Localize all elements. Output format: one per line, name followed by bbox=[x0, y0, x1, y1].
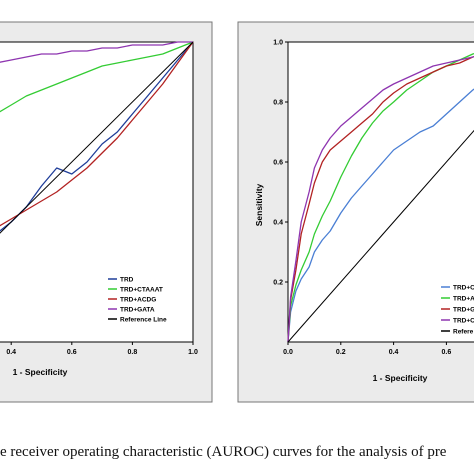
left-x-axis-label: 1 - Specificity bbox=[13, 367, 68, 377]
right-y-tick-label-3: 0.8 bbox=[273, 100, 283, 107]
left-legend-label-2: TRD+ACDG bbox=[120, 296, 156, 303]
left-series-line-1 bbox=[0, 41, 194, 113]
right-x-axis-label: 1 - Specificity bbox=[373, 373, 428, 383]
right-series-line-3 bbox=[287, 56, 474, 343]
roc-figure: 0.4 0.6 0.8 1.0 TRD TRD+CTAAAT TRD+ACDG TRD+GAT… bbox=[0, 21, 474, 403]
right-plot-area bbox=[287, 41, 474, 343]
right-x-tick-label-0: 0.0 bbox=[283, 349, 293, 356]
left-x-tick-label-1: 0.6 bbox=[67, 349, 77, 356]
left-plot-area bbox=[0, 41, 194, 343]
right-y-tick-label-1: 0.4 bbox=[273, 220, 283, 227]
right-plot-group: 0.0 0.2 0.4 0.6 0.2 0.4 0.6 0.8 1.0 TRD+C TRD+A TRD… bbox=[254, 40, 474, 383]
right-x-tick-label-2: 0.4 bbox=[389, 349, 399, 356]
right-x-tick-label-3: 0.6 bbox=[442, 349, 452, 356]
right-series-line-4 bbox=[287, 129, 474, 343]
left-legend-label-3: TRD+GATA bbox=[120, 306, 155, 313]
right-x-tick-label-1: 0.2 bbox=[336, 349, 346, 356]
right-series-line-2 bbox=[287, 56, 474, 343]
left-series-line-3 bbox=[0, 41, 193, 63]
right-y-tick-label-2: 0.6 bbox=[273, 160, 283, 167]
right-legend-label-3: TRD+C bbox=[453, 317, 474, 324]
right-legend-label-2: TRD+Ga bbox=[453, 306, 474, 313]
figure-caption: e receiver operating characteristic (AUR… bbox=[0, 444, 447, 460]
right-y-axis-label: Sensitivity bbox=[254, 183, 264, 226]
left-series-line-4 bbox=[0, 41, 194, 234]
left-x-tick-label-0: 0.4 bbox=[6, 349, 16, 356]
left-series-line-2 bbox=[0, 41, 194, 227]
left-x-tick-label-2: 0.8 bbox=[128, 349, 138, 356]
right-series-line-0 bbox=[287, 88, 474, 343]
right-y-tick-label-0: 0.2 bbox=[273, 280, 283, 287]
right-series-line-1 bbox=[287, 53, 474, 343]
left-plot-group: 0.4 0.6 0.8 1.0 TRD TRD+CTAAAT TRD+ACDG TRD+GAT… bbox=[0, 41, 198, 377]
left-x-tick-label-3: 1.0 bbox=[188, 349, 198, 356]
left-chart: 0.4 0.6 0.8 1.0 TRD TRD+CTAAAT TRD+ACDG TRD+GAT… bbox=[0, 41, 198, 377]
left-series-line-0 bbox=[0, 41, 194, 232]
left-legend-label-4: Reference Line bbox=[120, 316, 167, 323]
right-legend-label-4: Refere bbox=[453, 328, 474, 335]
right-legend-label-1: TRD+A bbox=[453, 295, 474, 302]
right-y-tick-label-4: 1.0 bbox=[273, 40, 283, 47]
left-legend-label-1: TRD+CTAAAT bbox=[120, 286, 163, 293]
left-legend-label-0: TRD bbox=[120, 276, 134, 283]
right-legend-label-0: TRD+C bbox=[453, 284, 474, 291]
right-chart: 0.0 0.2 0.4 0.6 0.2 0.4 0.6 0.8 1.0 TRD+C TRD+A TRD… bbox=[254, 40, 474, 383]
